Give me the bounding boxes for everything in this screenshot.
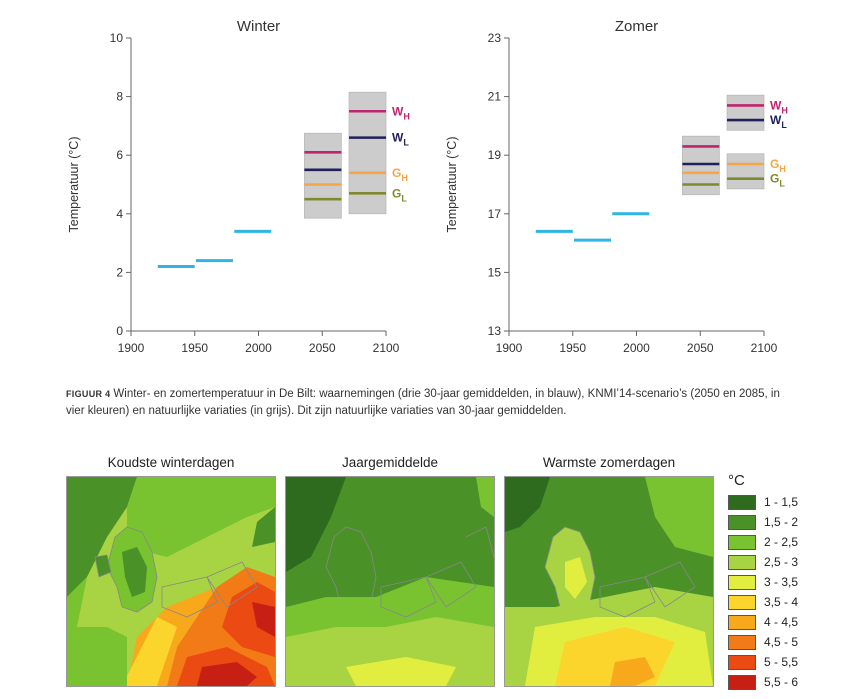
map-warmste-zomerdagen	[504, 476, 714, 687]
y-axis-label: Temperatuur (°C)	[445, 137, 459, 233]
legend-unit: °C	[728, 472, 745, 489]
y-axis-label: Temperatuur (°C)	[67, 137, 81, 233]
legend-swatch	[728, 494, 756, 510]
legend-swatch	[728, 634, 756, 650]
legend-label: 4 - 4,5	[764, 615, 799, 629]
map-title: Koudste winterdagen	[107, 455, 235, 470]
legend-item: 3 - 3,5	[728, 572, 848, 592]
caption-text: Winter- en zomertemperatuur in De Bilt: …	[66, 388, 780, 417]
scenario-label: WH	[770, 98, 788, 115]
x-tick-label: 1900	[496, 341, 523, 355]
x-tick-label: 1950	[181, 341, 208, 355]
legend-label: 4,5 - 5	[764, 635, 799, 649]
x-tick-label: 2050	[687, 341, 714, 355]
legend-swatch	[728, 614, 756, 630]
legend-swatch	[728, 514, 756, 530]
natural-variation-box	[682, 135, 720, 196]
x-tick-label: 2000	[623, 341, 650, 355]
legend-label: 1,5 - 2	[764, 515, 799, 529]
legend-item: 5 - 5,5	[728, 652, 848, 672]
legend-label: 1 - 1,5	[764, 495, 799, 509]
zomer-chart: Zomer Temperatuur (°C) 13 15 17 19 21 23 1900 195…	[420, 0, 854, 370]
y-tick-label: 15	[488, 265, 502, 279]
map-panel-koudste-winterdagen: Koudste winterdagen	[66, 452, 276, 687]
y-tick-label: 4	[116, 207, 123, 221]
chart-title: Winter	[237, 18, 280, 35]
legend-label: 5,5 - 6	[764, 675, 799, 689]
temperature-legend: °C 1 - 1,5 1,5 - 2 2 - 2,5 2,5 - 3 3 - 3…	[728, 470, 848, 692]
x-tick-label: 2100	[751, 341, 778, 355]
natural-variation-box	[726, 153, 765, 190]
map-koudste-winterdagen	[66, 476, 276, 687]
y-tick-label: 10	[110, 31, 124, 45]
chart-title: Zomer	[615, 18, 658, 35]
legend-item: 4 - 4,5	[728, 612, 848, 632]
chart-svg: Zomer Temperatuur (°C) 13 15 17 19 21 23 1900 195…	[445, 18, 788, 355]
legend-item: 3,5 - 4	[728, 592, 848, 612]
legend-label: 2,5 - 3	[764, 555, 799, 569]
x-tick-label: 1900	[118, 341, 145, 355]
map-title: Warmste zomerdagen	[542, 455, 676, 470]
caption-label: FIGUUR 4	[66, 389, 111, 399]
map-title: Jaargemiddelde	[341, 455, 439, 470]
x-tick-label: 2050	[309, 341, 336, 355]
scenario-label: GL	[770, 172, 785, 189]
legend-label: 5 - 5,5	[764, 655, 799, 669]
legend-swatch	[728, 674, 756, 690]
legend-label: 3 - 3,5	[764, 575, 799, 589]
legend-swatch	[728, 574, 756, 590]
x-tick-label: 1950	[559, 341, 586, 355]
legend-swatch	[728, 554, 756, 570]
y-tick-label: 17	[488, 207, 502, 221]
legend-swatch	[728, 654, 756, 670]
scenario-label: GH	[770, 157, 786, 174]
legend-item: 1,5 - 2	[728, 512, 848, 532]
natural-variation-box	[726, 94, 765, 131]
x-tick-label: 2000	[245, 341, 272, 355]
y-tick-label: 6	[116, 148, 123, 162]
x-tick-label: 2100	[373, 341, 400, 355]
legend-swatch	[728, 594, 756, 610]
natural-variation-box	[304, 132, 342, 219]
legend-item: 2,5 - 3	[728, 552, 848, 572]
y-tick-label: 2	[116, 265, 123, 279]
scenario-label: GH	[392, 166, 408, 183]
legend-swatch	[728, 534, 756, 550]
y-tick-label: 23	[488, 31, 502, 45]
winter-chart: Winter Temperatuur (°C) 0 2 4 6 8 10 1900 1950 200…	[0, 0, 420, 370]
chart-svg: Winter Temperatuur (°C) 0 2 4 6 8 10 1900 1950 200…	[67, 18, 410, 355]
y-tick-label: 19	[488, 148, 502, 162]
legend-label: 2 - 2,5	[764, 535, 799, 549]
y-tick-label: 0	[116, 324, 123, 338]
y-tick-label: 13	[488, 324, 502, 338]
y-tick-label: 21	[488, 90, 502, 104]
scenario-label: GL	[392, 186, 407, 203]
map-panel-jaargemiddelde: Jaargemiddelde	[285, 452, 495, 687]
legend-item: 1 - 1,5	[728, 492, 848, 512]
legend-item: 2 - 2,5	[728, 532, 848, 552]
y-tick-label: 8	[116, 90, 123, 104]
figure-caption: FIGUUR 4 Winter- en zomertemperatuur in D…	[66, 386, 796, 420]
scenario-label: WH	[392, 104, 410, 121]
map-panel-warmste-zomerdagen: Warmste zomerdagen	[504, 452, 714, 687]
scenario-label: WL	[392, 131, 409, 148]
legend-item: 4,5 - 5	[728, 632, 848, 652]
legend-item: 5,5 - 6	[728, 672, 848, 692]
legend-label: 3,5 - 4	[764, 595, 799, 609]
map-jaargemiddelde	[285, 476, 495, 687]
scenario-label: WL	[770, 113, 787, 130]
